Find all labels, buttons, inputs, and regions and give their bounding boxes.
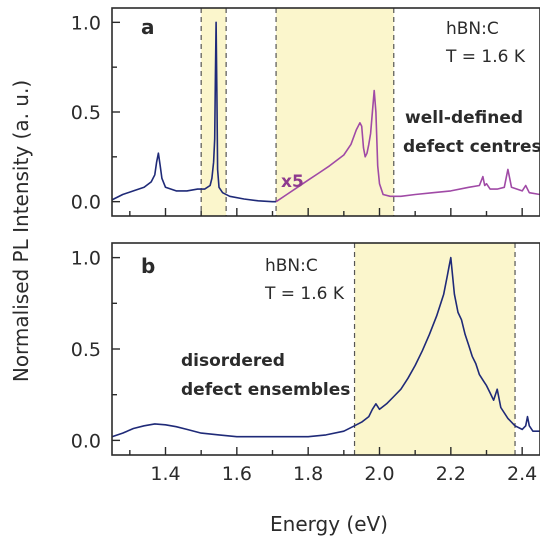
panel-b-x-tick-label: 2.4	[507, 463, 537, 485]
panel-a: 0.0 0.5 1.0 a hBN:C T = 1.6 K x5 well-defi…	[71, 7, 540, 217]
panel-a-y-tick-label: 0.5	[71, 102, 101, 124]
panel-a-temperature: T = 1.6 K	[445, 47, 526, 67]
panel-a-highlight-band-1	[276, 8, 394, 216]
panel-b: 1.4 1.6 1.8 2.0 2.2 2.4 0.0 0.5 1.0 b hBN:C T =…	[71, 242, 540, 485]
panel-b-x-tick-label: 1.6	[222, 463, 252, 485]
panel-a-series-line-1	[275, 89, 540, 203]
panel-a-material: hBN:C	[446, 19, 499, 39]
panel-a-dashed-lines	[200, 8, 395, 216]
panel-b-y-tick-label: 0.5	[71, 339, 101, 361]
panel-a-y-tick-label: 0.0	[71, 192, 101, 214]
panel-b-x-tick-label: 1.8	[293, 463, 323, 485]
panel-b-x-tick-label: 2.2	[436, 463, 466, 485]
panel-a-highlight-bands	[201, 8, 394, 216]
panel-b-x-ticks: 1.4 1.6 1.8 2.0 2.2 2.4	[129, 447, 537, 485]
panel-b-highlight-band-0	[354, 243, 516, 455]
panel-b-description-line1: disordered	[181, 351, 285, 371]
panel-b-description-line2: defect ensembles	[181, 380, 350, 400]
panel-a-y-ticks: 0.0 0.5 1.0	[71, 12, 120, 214]
panel-b-y-tick-label: 1.0	[71, 248, 101, 270]
panel-a-x-ticks	[129, 208, 523, 216]
panel-a-scale-factor: x5	[281, 172, 304, 192]
panel-b-x-tick-label: 1.4	[150, 463, 180, 485]
panel-a-series-line-0	[111, 21, 277, 203]
panel-b-letter: b	[141, 254, 155, 278]
panel-a-series	[111, 21, 540, 203]
panel-a-highlight-band-0	[201, 8, 227, 216]
panel-b-highlight-bands	[354, 243, 516, 455]
x-axis-label: Energy (eV)	[270, 512, 388, 536]
y-axis-label: Normalised PL Intensity (a. u.)	[9, 80, 33, 382]
panel-a-y-tick-label: 1.0	[71, 12, 101, 34]
panel-b-temperature: T = 1.6 K	[264, 284, 345, 304]
panel-a-description-line2: defect centres	[403, 137, 540, 157]
panel-b-series	[111, 256, 540, 438]
panel-b-y-ticks: 0.0 0.5 1.0	[71, 248, 120, 452]
panel-b-x-tick-label: 2.0	[364, 463, 394, 485]
panel-a-description-line1: well-defined	[405, 108, 523, 128]
panel-b-material: hBN:C	[265, 256, 318, 276]
panel-b-series-line-0	[111, 256, 540, 438]
panel-a-letter: a	[141, 15, 155, 39]
panel-b-y-tick-label: 0.0	[71, 430, 101, 452]
